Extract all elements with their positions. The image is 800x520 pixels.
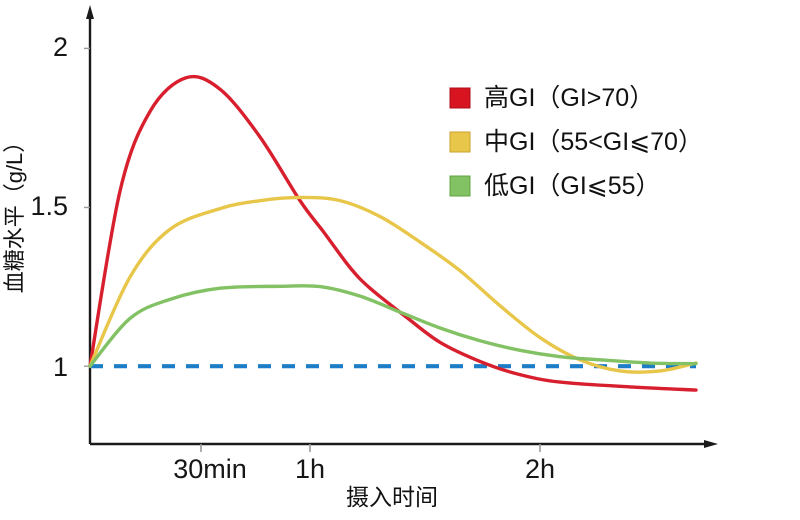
- svg-text:高GI（GI>70）: 高GI（GI>70）: [484, 84, 654, 112]
- svg-text:1: 1: [53, 352, 68, 382]
- svg-text:2: 2: [53, 32, 68, 62]
- svg-text:2h: 2h: [525, 454, 555, 484]
- svg-text:中GI（55<GI⩽70）: 中GI（55<GI⩽70）: [484, 128, 703, 156]
- svg-text:30min: 30min: [173, 454, 247, 484]
- svg-text:1.5: 1.5: [30, 191, 68, 221]
- svg-text:摄入时间: 摄入时间: [346, 484, 438, 510]
- svg-text:血糖水平（g/L）: 血糖水平（g/L）: [2, 131, 27, 294]
- svg-text:1h: 1h: [295, 454, 325, 484]
- svg-text:低GI（GI⩽55）: 低GI（GI⩽55）: [484, 172, 661, 200]
